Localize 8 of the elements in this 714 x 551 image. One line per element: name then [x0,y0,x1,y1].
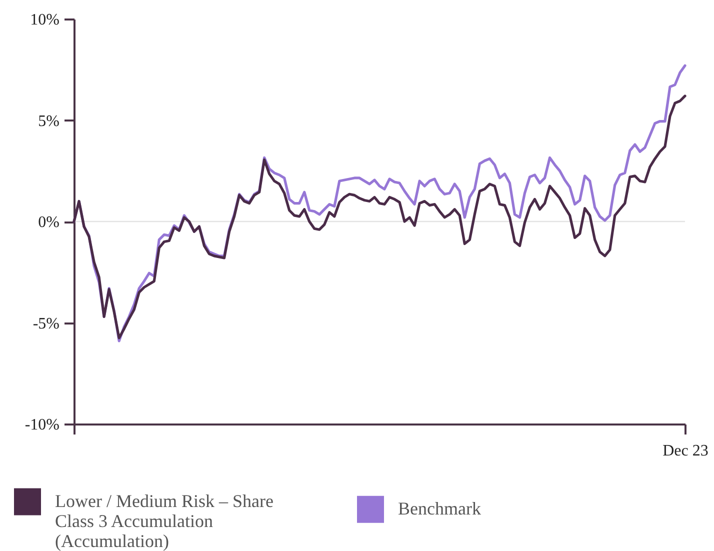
y-tick-label: -5% [32,315,60,332]
y-tick-label: 5% [38,112,60,130]
legend-label: Lower / Medium Risk – Share Class 3 Accumulation (Accumulation) [55,490,274,551]
x-tick-label: Dec 23 [662,442,708,460]
y-tick-label: 10% [30,12,60,28]
y-tick-label: 0% [38,214,60,231]
y-tick-label: -10% [24,416,60,434]
legend-label: Benchmark [398,498,481,518]
